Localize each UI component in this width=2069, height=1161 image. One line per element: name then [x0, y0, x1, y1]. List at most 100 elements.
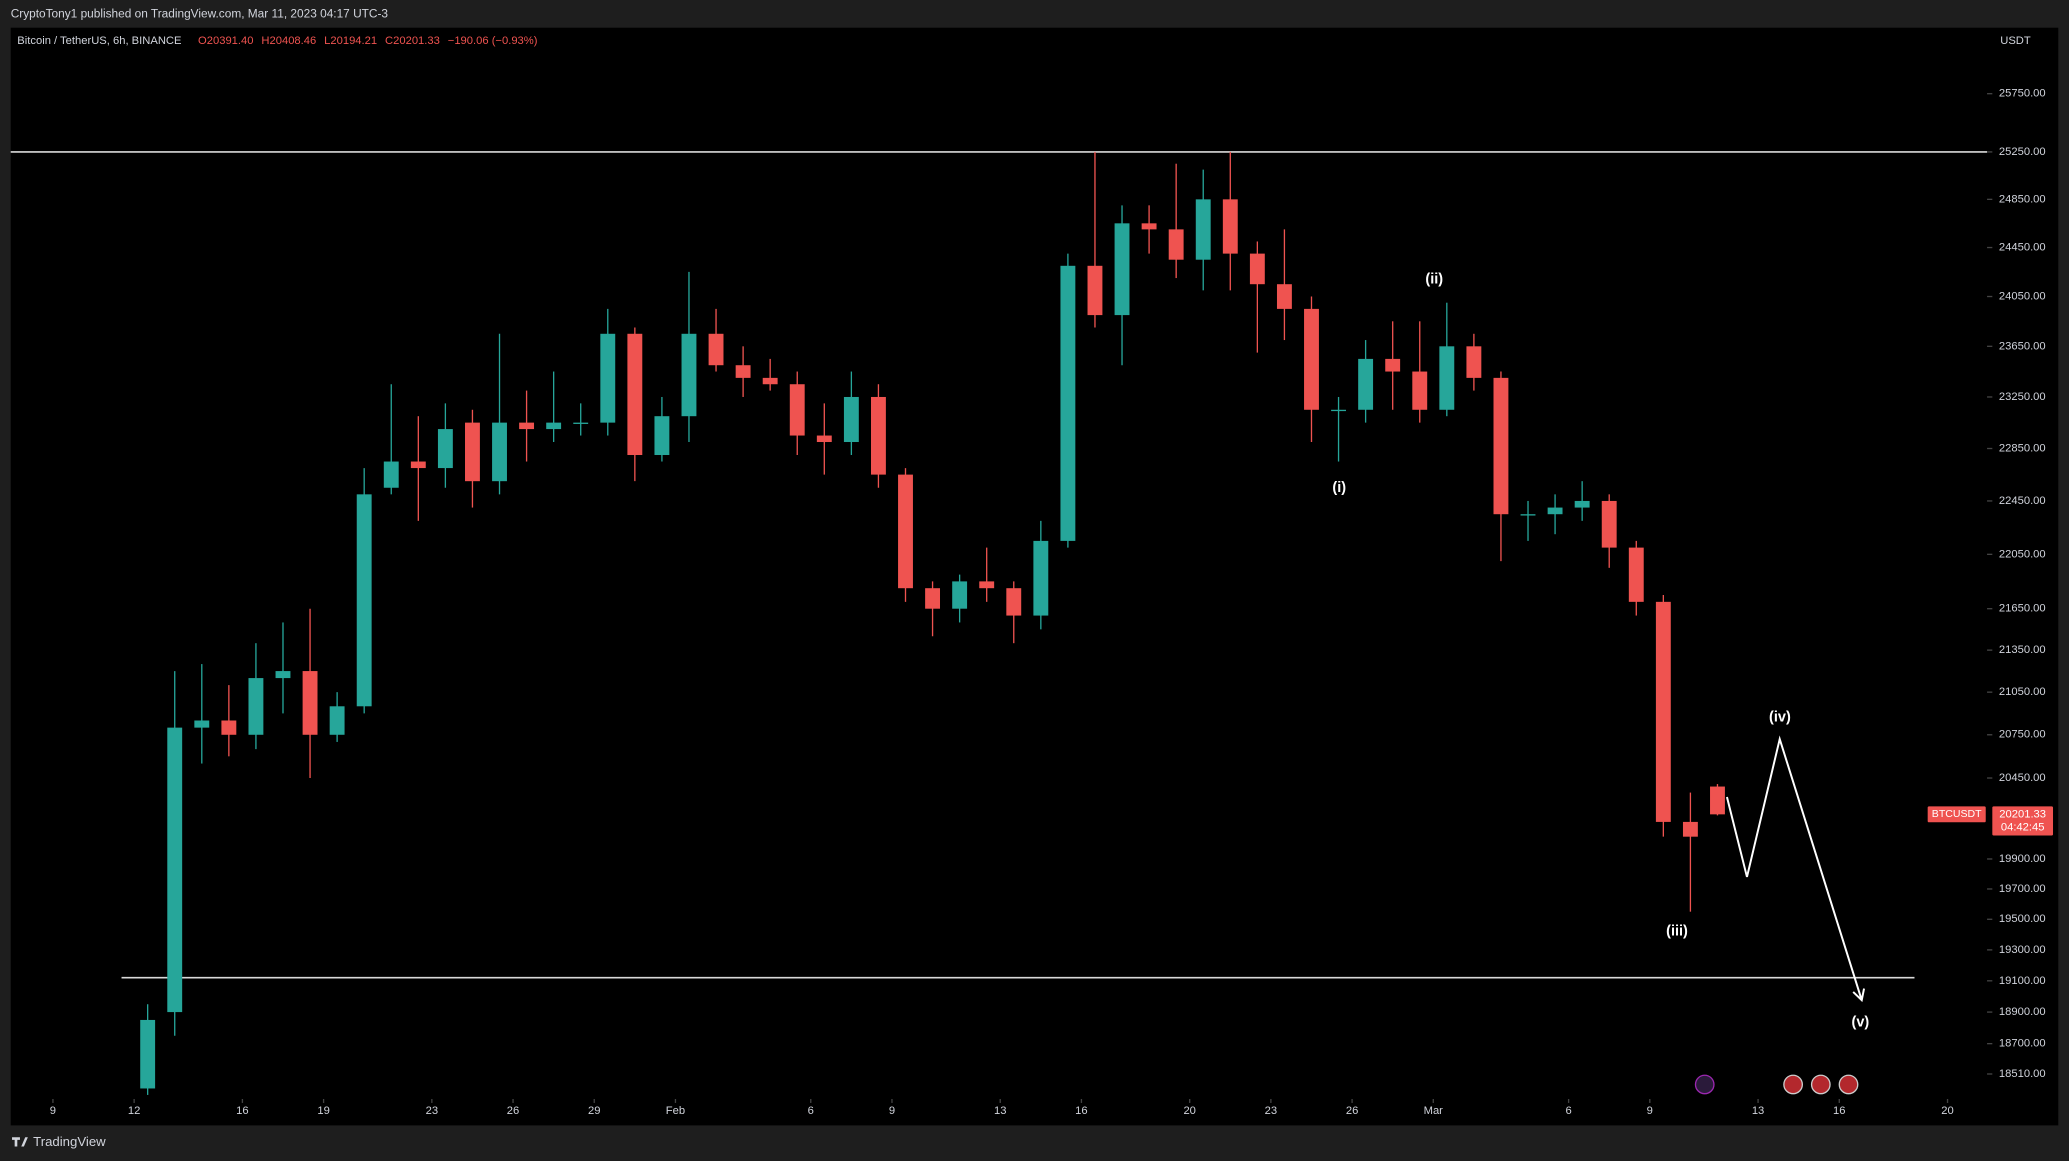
y-tick-label: 19900.00 — [1999, 853, 2046, 865]
candle — [1114, 205, 1130, 366]
y-tick-label: 21650.00 — [1999, 603, 2046, 615]
candle — [1439, 302, 1455, 417]
y-tick-label: 23250.00 — [1999, 391, 2046, 403]
candle-body — [1195, 199, 1211, 260]
candle — [1385, 321, 1401, 410]
candle-body — [925, 588, 941, 609]
candle — [1682, 792, 1698, 912]
candle — [329, 692, 345, 742]
candle-body — [1222, 199, 1238, 254]
x-tick-label: 9 — [889, 1105, 895, 1117]
candle-body — [979, 581, 995, 589]
candle-body — [1466, 346, 1482, 378]
candle-body — [167, 727, 183, 1013]
candle-body — [1358, 358, 1374, 410]
candle-body — [1114, 223, 1130, 316]
y-tick-label: 23650.00 — [1999, 340, 2046, 352]
candle-body — [1168, 229, 1184, 260]
y-tick-label: 18510.00 — [1999, 1068, 2046, 1080]
candle — [600, 308, 616, 436]
candle — [1141, 205, 1157, 254]
candle — [1006, 581, 1022, 644]
candle — [194, 664, 210, 764]
candle — [1033, 520, 1049, 630]
candle-body — [1276, 284, 1292, 309]
candle — [1087, 151, 1103, 328]
candle — [1060, 253, 1076, 548]
currency: USDT — [2000, 35, 2031, 47]
candle-body — [356, 494, 372, 707]
candle — [1628, 540, 1644, 616]
y-tick-label: 24850.00 — [1999, 193, 2046, 205]
candle — [1466, 333, 1482, 391]
candle — [708, 308, 724, 372]
x-tick-label: 9 — [1647, 1105, 1653, 1117]
candle — [843, 371, 859, 456]
candle — [735, 346, 751, 397]
x-tick-label: Mar — [1424, 1105, 1444, 1117]
x-tick-label: 26 — [1346, 1105, 1358, 1117]
candle — [383, 384, 399, 495]
candle-body — [221, 720, 237, 735]
candle-body — [1331, 409, 1346, 412]
candle — [221, 685, 237, 757]
candle — [546, 371, 562, 443]
candle — [1574, 481, 1590, 521]
last-price: 20201.33 — [1999, 808, 2046, 820]
x-tick-label: 13 — [994, 1105, 1006, 1117]
candle-body — [1412, 371, 1428, 410]
candle — [1601, 494, 1617, 568]
candle-body — [1385, 358, 1401, 372]
candle-body — [1060, 265, 1076, 541]
candle — [1304, 296, 1319, 443]
candle — [1222, 151, 1238, 291]
ohlc-value: H20408.46 — [261, 35, 316, 47]
candle-body — [1033, 540, 1049, 616]
candle — [492, 333, 507, 495]
y-tick-label: 20450.00 — [1999, 772, 2046, 784]
candle-body — [519, 422, 535, 430]
candle-body — [1655, 601, 1671, 822]
candle — [681, 271, 697, 443]
x-tick-label: 23 — [1265, 1105, 1277, 1117]
candle-body — [654, 416, 670, 456]
projection-arrowhead — [1852, 988, 1866, 1003]
y-tick-label: 25750.00 — [1999, 88, 2046, 100]
y-tick-label: 24450.00 — [1999, 242, 2046, 254]
candle — [1493, 371, 1509, 562]
x-tick-label: 26 — [507, 1105, 519, 1117]
candle-body — [600, 333, 616, 423]
x-tick-label: 29 — [588, 1105, 600, 1117]
x-tick-label: 13 — [1752, 1105, 1764, 1117]
candle-body — [627, 333, 643, 456]
wave-label: (ii) — [1425, 272, 1443, 288]
candle-body — [1439, 346, 1455, 410]
candle-body — [789, 384, 805, 436]
candle — [1276, 229, 1292, 341]
y-tick-label: 18700.00 — [1999, 1038, 2046, 1050]
x-tick-label: 9 — [50, 1105, 56, 1117]
y-tick-label: 25250.00 — [1999, 146, 2046, 158]
x-tick-label: 6 — [1565, 1105, 1571, 1117]
countdown: 04:42:45 — [2001, 822, 2045, 834]
candle — [979, 547, 995, 602]
wave-label: (i) — [1332, 480, 1346, 496]
x-tick-label: 6 — [808, 1105, 814, 1117]
x-tick-label: 23 — [426, 1105, 438, 1117]
candle — [1358, 340, 1374, 423]
ohlc-value: L20194.21 — [324, 35, 377, 47]
y-tick-label: 22850.00 — [1999, 442, 2046, 454]
ohlc-value: O20391.40 — [198, 35, 253, 47]
candle-body — [1628, 547, 1644, 602]
candle-body — [898, 474, 913, 589]
candle-body — [816, 435, 832, 443]
y-tick-label: 19700.00 — [1999, 883, 2046, 895]
candle — [410, 416, 426, 521]
candle — [654, 396, 670, 462]
x-tick-label: 12 — [128, 1105, 140, 1117]
candle — [898, 468, 913, 602]
candle — [789, 371, 805, 456]
x-tick-label: 16 — [1075, 1105, 1087, 1117]
x-tick-label: 16 — [236, 1105, 248, 1117]
